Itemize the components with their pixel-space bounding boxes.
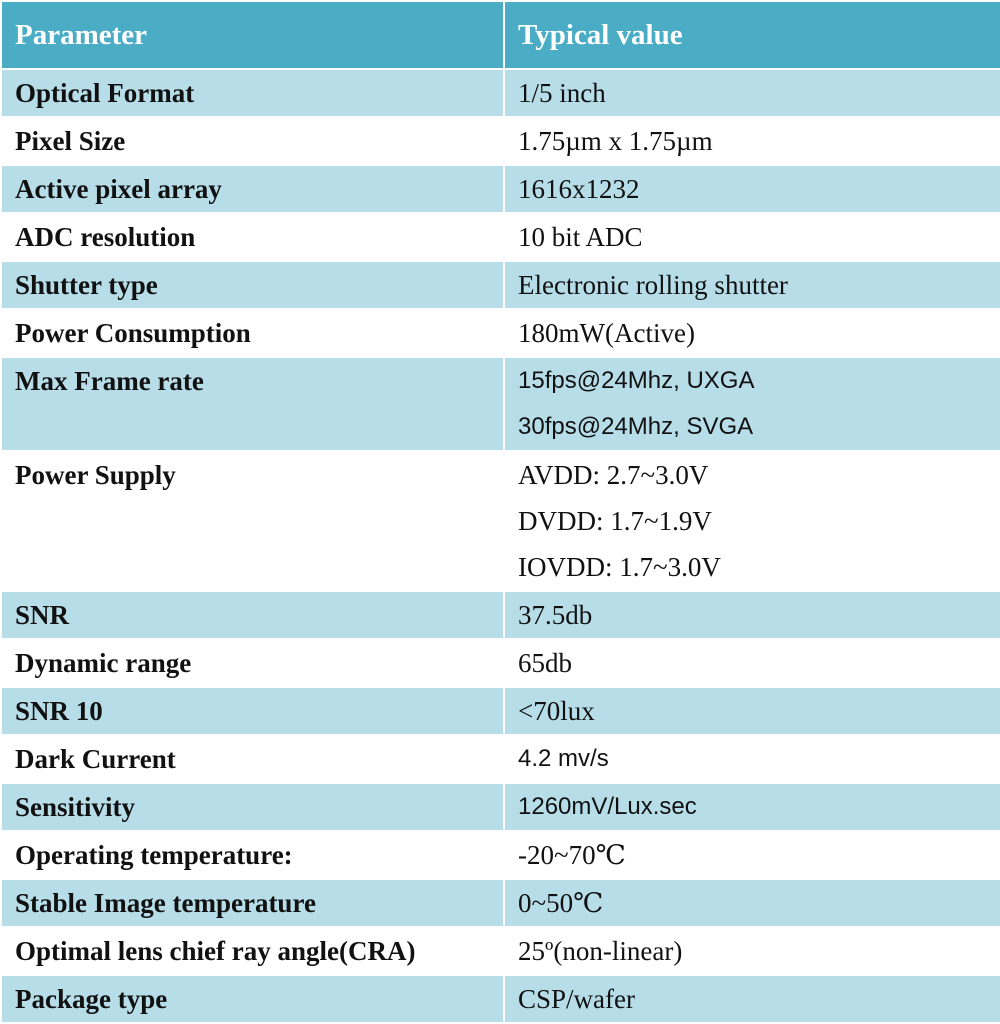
parameter-cell: SNR 10 (0, 686, 505, 736)
table-row: Active pixel array 1616x1232 (0, 164, 1000, 214)
value-cell: 1.75µm x 1.75µm (503, 116, 1000, 166)
value-line: 0~50℃ (518, 888, 604, 918)
table-row: Sensitivity 1260mV/Lux.sec (0, 782, 1000, 832)
value-cell: 37.5db (503, 590, 1000, 640)
value-cell: 15fps@24Mhz, UXGA 30fps@24Mhz, SVGA (503, 356, 1000, 452)
parameter-cell: ADC resolution (0, 212, 505, 262)
value-line: IOVDD: 1.7~3.0V (518, 552, 721, 582)
value-cell: <70lux (503, 686, 1000, 736)
value-cell: 1/5 inch (503, 68, 1000, 118)
parameter-cell: SNR (0, 590, 505, 640)
parameter-cell: Power Consumption (0, 308, 505, 358)
table-row: Stable Image temperature 0~50℃ (0, 878, 1000, 928)
parameter-cell: Package type (0, 974, 505, 1024)
value-line: DVDD: 1.7~1.9V (518, 506, 712, 536)
parameter-cell: Operating temperature: (0, 830, 505, 880)
value-line: 180mW(Active) (518, 318, 695, 348)
spec-body: Optical Format 1/5 inch Pixel Size 1.75µm x… (0, 68, 1000, 1024)
value-line: 65db (518, 648, 572, 678)
table-row: SNR 10 <70lux (0, 686, 1000, 736)
value-line: CSP/wafer (518, 984, 635, 1014)
table-row: Pixel Size 1.75µm x 1.75µm (0, 116, 1000, 166)
parameter-cell: Power Supply (0, 450, 505, 592)
table-row: SNR 37.5db (0, 590, 1000, 640)
table-row: Dark Current 4.2 mv/s (0, 734, 1000, 784)
value-line: 1616x1232 (518, 174, 640, 204)
value-line: 1/5 inch (518, 78, 606, 108)
parameter-cell: Optimal lens chief ray angle(CRA) (0, 926, 505, 976)
value-cell: 4.2 mv/s (503, 734, 1000, 784)
value-line: 10 bit ADC (518, 222, 643, 252)
table-row: Optical Format 1/5 inch (0, 68, 1000, 118)
value-line: 4.2 mv/s (518, 745, 609, 772)
value-cell: 1260mV/Lux.sec (503, 782, 1000, 832)
table-row: Power Consumption 180mW(Active) (0, 308, 1000, 358)
table-row: Optimal lens chief ray angle(CRA) 25º(non… (0, 926, 1000, 976)
value-cell: CSP/wafer (503, 974, 1000, 1024)
parameter-cell: Optical Format (0, 68, 505, 118)
table-row: Operating temperature: -20~70℃ (0, 830, 1000, 880)
parameter-cell: Pixel Size (0, 116, 505, 166)
table-row: ADC resolution 10 bit ADC (0, 212, 1000, 262)
value-line: 15fps@24Mhz, UXGA (518, 367, 755, 394)
value-line: Electronic rolling shutter (518, 270, 788, 300)
value-line: 1260mV/Lux.sec (518, 793, 697, 820)
value-cell: AVDD: 2.7~3.0V DVDD: 1.7~1.9V IOVDD: 1.7~3… (503, 450, 1000, 592)
parameter-cell: Dark Current (0, 734, 505, 784)
value-line: 37.5db (518, 600, 593, 630)
parameter-cell: Shutter type (0, 260, 505, 310)
value-cell: 180mW(Active) (503, 308, 1000, 358)
header-parameter: Parameter (0, 0, 505, 70)
value-line: -20~70℃ (518, 840, 626, 870)
parameter-cell: Dynamic range (0, 638, 505, 688)
table-row: Package type CSP/wafer (0, 974, 1000, 1024)
value-line: 30fps@24Mhz, SVGA (518, 413, 754, 440)
value-line: AVDD: 2.7~3.0V (518, 460, 709, 490)
table-row: Dynamic range 65db (0, 638, 1000, 688)
parameter-cell: Stable Image temperature (0, 878, 505, 928)
value-cell: -20~70℃ (503, 830, 1000, 880)
table-row: Power Supply AVDD: 2.7~3.0V DVDD: 1.7~1.9V… (0, 450, 1000, 592)
value-cell: 25º(non-linear) (503, 926, 1000, 976)
table-row: Shutter type Electronic rolling shutter (0, 260, 1000, 310)
parameter-cell: Sensitivity (0, 782, 505, 832)
value-line: 1.75µm x 1.75µm (518, 126, 713, 156)
parameter-cell: Max Frame rate (0, 356, 505, 452)
table-row: Max Frame rate 15fps@24Mhz, UXGA 30fps@24M… (0, 356, 1000, 452)
value-line: 25º(non-linear) (518, 936, 683, 966)
value-cell: 0~50℃ (503, 878, 1000, 928)
value-line: <70lux (518, 696, 595, 726)
value-cell: 1616x1232 (503, 164, 1000, 214)
header-typical-value: Typical value (503, 0, 1000, 70)
header-row: Parameter Typical value (0, 0, 1000, 70)
value-cell: 65db (503, 638, 1000, 688)
parameter-cell: Active pixel array (0, 164, 505, 214)
value-cell: Electronic rolling shutter (503, 260, 1000, 310)
value-cell: 10 bit ADC (503, 212, 1000, 262)
